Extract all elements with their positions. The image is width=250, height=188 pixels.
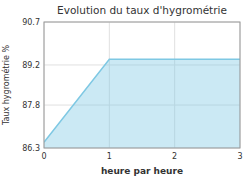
x-tick-label: 0 [41, 152, 46, 161]
chart-container: 86.3 87.8 89.2 90.7 0 1 2 3 Evolution du taux d'… [0, 0, 250, 188]
x-tick-label: 2 [172, 152, 177, 161]
x-tick-label: 1 [107, 152, 112, 161]
x-tick-label: 3 [237, 152, 242, 161]
title: Evolution du taux d'hygrométrie [57, 4, 227, 16]
y-tick-label: 86.3 [22, 144, 40, 153]
y-tick-label: 87.8 [22, 101, 40, 110]
plot-background [44, 22, 240, 148]
y-tick-label: 89.2 [22, 61, 40, 70]
area [44, 59, 240, 148]
plot-area [44, 59, 240, 148]
chart: 86.3 87.8 89.2 90.7 0 1 2 3 Evolution du taux d'… [0, 0, 250, 188]
x-axis-label: heure par heure [101, 166, 183, 176]
y-axis-label: Taux hygrométrie % [1, 45, 11, 127]
y-tick-label: 90.7 [22, 18, 40, 27]
line [44, 59, 240, 142]
plot-frame [44, 22, 240, 148]
